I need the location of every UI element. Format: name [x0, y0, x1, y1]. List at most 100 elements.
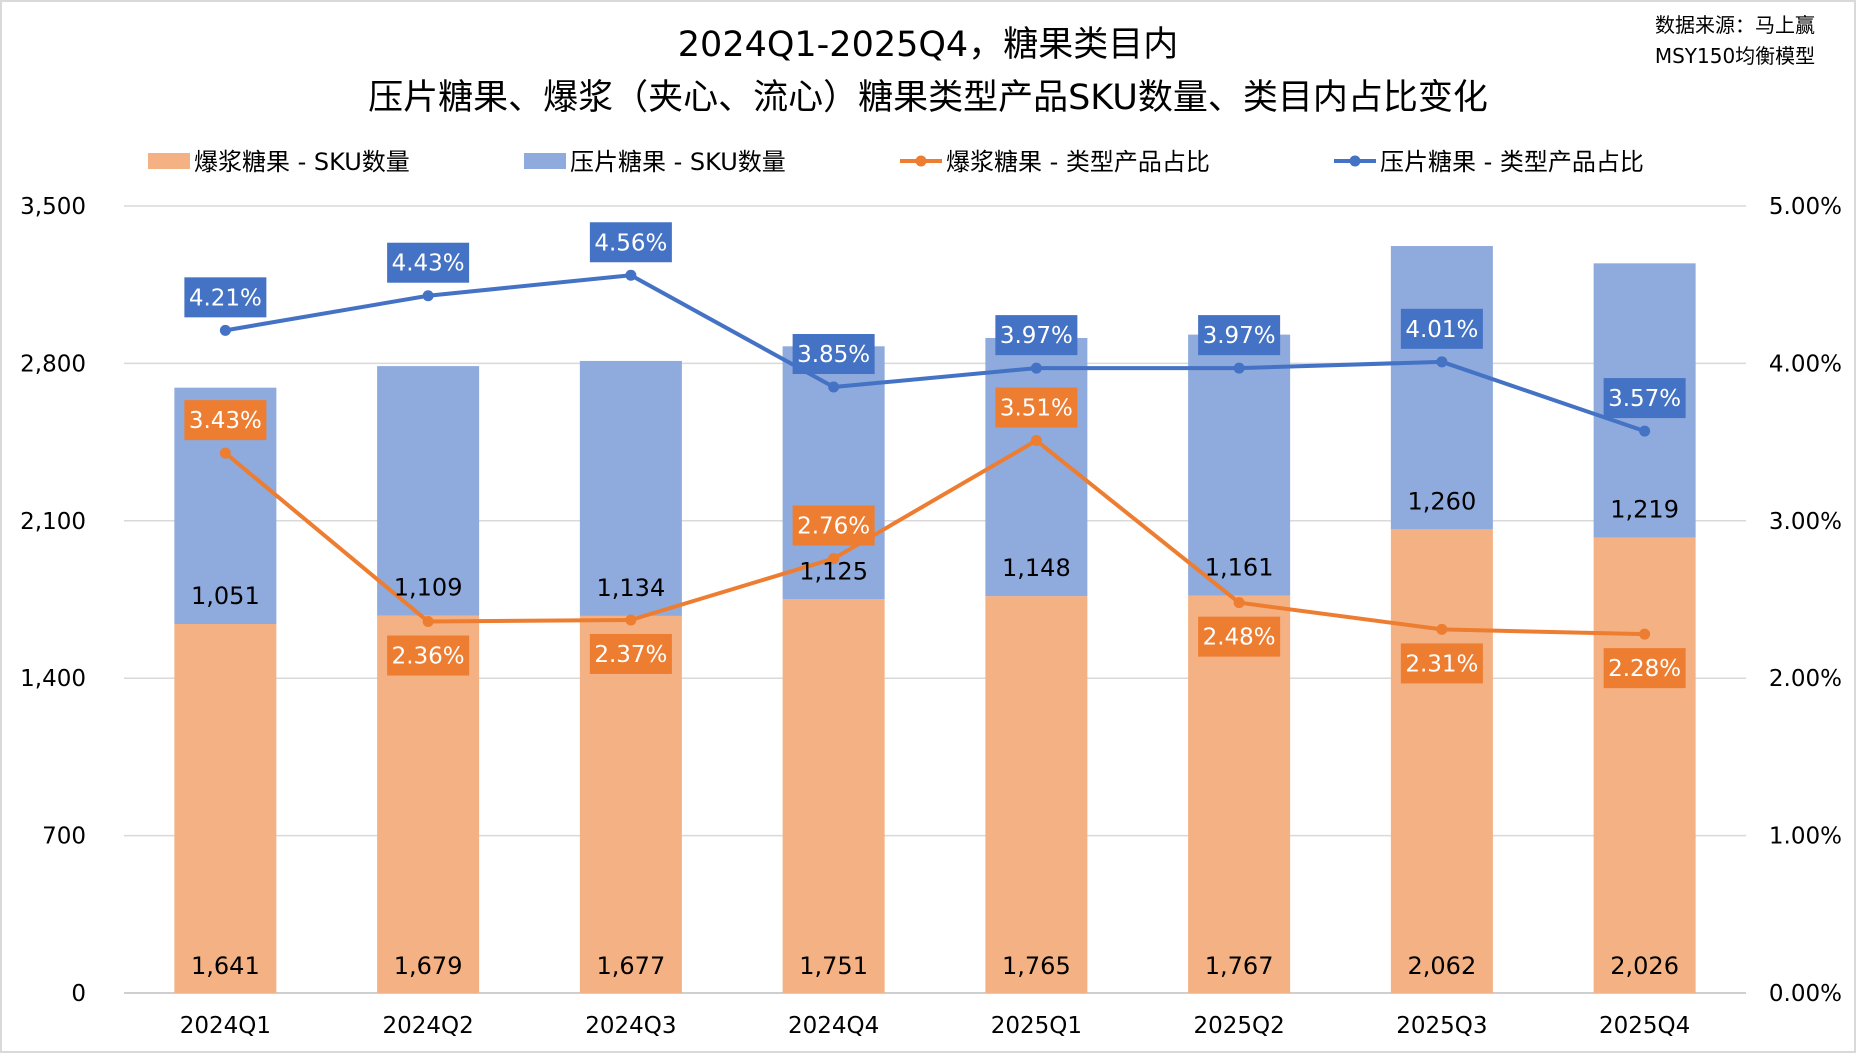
line-point: [1639, 628, 1651, 640]
bar-baojiang-sku: [579, 615, 682, 993]
line-label-box: [387, 635, 470, 676]
x-tick-label: 2024Q3: [585, 1013, 676, 1039]
source-line2: MSY150均衡模型: [1655, 44, 1815, 68]
line-point: [828, 381, 840, 393]
line-label: 3.85%: [797, 342, 870, 368]
line-label-box: [995, 387, 1078, 428]
bar-label-baojiang: 1,765: [1002, 952, 1071, 980]
bar-label-yapian: 1,219: [1610, 495, 1679, 523]
line-point: [1436, 356, 1448, 368]
x-tick-label: 2025Q4: [1599, 1013, 1690, 1039]
line-label-box: [1400, 308, 1483, 349]
legend-bar-swatch: [148, 153, 190, 169]
line-label: 4.01%: [1405, 317, 1478, 343]
legend-bar-swatch: [524, 153, 566, 169]
line-label: 4.43%: [392, 251, 465, 277]
line-label-box: [1198, 315, 1281, 356]
line-label-box: [1198, 616, 1281, 657]
bar-label-yapian: 1,134: [597, 574, 666, 602]
bar-label-baojiang: 1,767: [1205, 952, 1274, 980]
line-point: [1436, 623, 1448, 635]
left-tick-label: 2,100: [20, 509, 86, 535]
line-point: [1030, 362, 1042, 374]
line-label: 2.36%: [392, 644, 465, 670]
legend-label: 爆浆糖果 - SKU数量: [194, 148, 410, 176]
source-line1: 数据来源：马上赢: [1655, 13, 1815, 37]
bar-baojiang-sku: [377, 615, 480, 993]
legend-label: 爆浆糖果 - 类型产品占比: [946, 148, 1210, 176]
left-tick-label: 3,500: [20, 194, 86, 220]
bar-label-yapian: 1,109: [394, 573, 463, 601]
right-tick-label: 2.00%: [1769, 666, 1842, 692]
line-point: [422, 290, 434, 302]
bar-baojiang-sku: [1188, 595, 1291, 993]
line-point: [1233, 362, 1245, 374]
right-tick-label: 5.00%: [1769, 194, 1842, 220]
bar-yapian-sku: [377, 366, 480, 616]
bar-label-baojiang: 2,026: [1610, 952, 1679, 980]
bar-baojiang-sku: [1593, 537, 1696, 993]
line-label-box: [1400, 643, 1483, 684]
line-point: [625, 269, 637, 281]
line-point: [625, 614, 637, 626]
x-tick-label: 2024Q4: [788, 1013, 879, 1039]
left-tick-label: 2,800: [20, 351, 86, 377]
bar-label-baojiang: 1,677: [597, 952, 666, 980]
chart-title-line1: 2024Q1-2025Q4，糖果类目内: [678, 25, 1178, 65]
line-point: [1233, 597, 1245, 609]
line-point: [219, 447, 231, 459]
bar-yapian-sku: [579, 360, 682, 616]
right-tick-label: 4.00%: [1769, 351, 1842, 377]
x-tick-label: 2025Q2: [1193, 1013, 1284, 1039]
right-tick-label: 0.00%: [1769, 981, 1842, 1007]
line-label-box: [589, 222, 672, 263]
line-point: [828, 553, 840, 565]
bar-label-baojiang: 1,679: [394, 952, 463, 980]
left-tick-label: 1,400: [20, 666, 86, 692]
x-tick-label: 2024Q2: [382, 1013, 473, 1039]
line-series-2: [224, 438, 1645, 637]
bar-yapian-sku: [1188, 334, 1291, 596]
bar-baojiang-sku: [782, 599, 885, 993]
left-tick-label: 700: [42, 824, 86, 850]
bar-label-baojiang: 2,062: [1408, 952, 1477, 980]
bar-label-yapian: 1,161: [1205, 554, 1274, 582]
line-label-box: [589, 633, 672, 674]
line-label: 3.97%: [1203, 323, 1276, 349]
line-series-3: [225, 273, 1646, 433]
bar-baojiang-sku: [985, 596, 1088, 993]
bar-label-yapian: 1,051: [191, 582, 260, 610]
line-point: [1639, 425, 1651, 437]
x-tick-label: 2025Q1: [991, 1013, 1082, 1039]
line-label-box: [1603, 648, 1686, 689]
line-label: 3.43%: [189, 408, 262, 434]
legend-label: 压片糖果 - SKU数量: [570, 148, 786, 176]
right-tick-label: 1.00%: [1769, 824, 1842, 850]
line-label: 2.37%: [594, 642, 667, 668]
line-label-box: [792, 505, 875, 546]
line-label-box: [184, 277, 267, 318]
line-label: 4.56%: [594, 230, 667, 256]
line-point: [422, 616, 434, 628]
bar-label-yapian: 1,148: [1002, 554, 1071, 582]
line-label-box: [792, 334, 875, 375]
left-tick-label: 0: [71, 981, 86, 1007]
line-point: [1030, 435, 1042, 447]
bar-label-yapian: 1,260: [1408, 487, 1477, 515]
right-tick-label: 3.00%: [1769, 509, 1842, 535]
line-label-box: [184, 400, 267, 441]
line-label: 3.97%: [1000, 323, 1073, 349]
line-label-box: [387, 242, 470, 283]
line-label: 3.57%: [1608, 386, 1681, 412]
bar-baojiang-sku: [174, 624, 277, 993]
line-label: 2.31%: [1405, 651, 1478, 677]
bar-label-baojiang: 1,641: [191, 952, 260, 980]
line-label-box: [1603, 378, 1686, 419]
line-label-box: [995, 315, 1078, 356]
bar-label-baojiang: 1,751: [799, 952, 868, 980]
bar-yapian-sku: [1390, 246, 1493, 530]
legend-label: 压片糖果 - 类型产品占比: [1380, 148, 1644, 176]
bar-baojiang-sku: [1390, 529, 1493, 993]
